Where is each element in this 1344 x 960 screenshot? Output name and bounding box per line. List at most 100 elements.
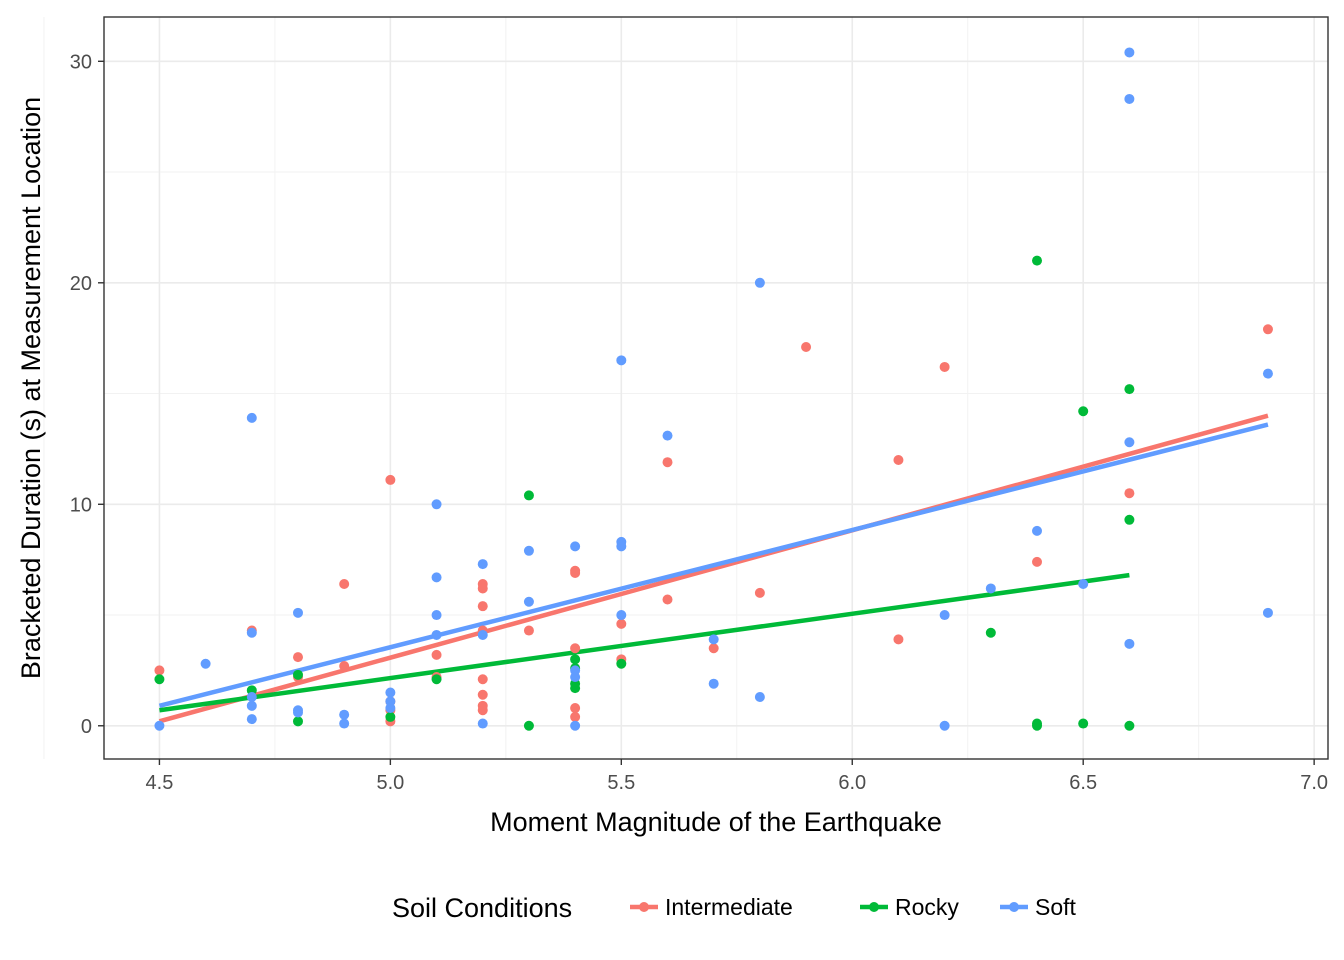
- legend-key-point-rocky: [869, 902, 879, 912]
- point-soft: [385, 703, 396, 714]
- point-intermediate: [570, 703, 581, 714]
- x-tick-label: 5.0: [376, 772, 404, 794]
- point-soft: [477, 629, 488, 640]
- point-soft: [662, 430, 673, 441]
- point-intermediate: [893, 634, 904, 645]
- point-soft: [570, 541, 581, 552]
- legend-label-rocky: Rocky: [895, 894, 959, 920]
- point-soft: [246, 691, 257, 702]
- point-soft: [292, 707, 303, 718]
- point-intermediate: [939, 361, 950, 372]
- point-soft: [1124, 437, 1135, 448]
- point-rocky: [1124, 384, 1135, 395]
- x-tick-label: 6.5: [1069, 772, 1097, 794]
- point-intermediate: [477, 689, 488, 700]
- point-rocky: [1078, 718, 1089, 729]
- point-soft: [616, 355, 627, 366]
- point-soft: [939, 720, 950, 731]
- point-intermediate: [1032, 556, 1043, 567]
- point-intermediate: [154, 665, 165, 676]
- data-points: [154, 47, 1273, 731]
- legend-items: Intermediate Rocky Soft: [630, 894, 1077, 920]
- point-soft: [431, 572, 442, 583]
- point-rocky: [1124, 514, 1135, 525]
- point-soft: [1124, 47, 1135, 58]
- point-intermediate: [477, 705, 488, 716]
- point-intermediate: [523, 625, 534, 636]
- y-tick-label: 0: [81, 716, 92, 738]
- point-soft: [939, 610, 950, 621]
- point-intermediate: [477, 674, 488, 685]
- point-intermediate: [893, 454, 904, 465]
- point-intermediate: [570, 567, 581, 578]
- point-intermediate: [431, 649, 442, 660]
- point-intermediate: [662, 457, 673, 468]
- point-soft: [1032, 525, 1043, 536]
- point-intermediate: [477, 601, 488, 612]
- y-tick-label: 20: [70, 273, 92, 295]
- point-rocky: [570, 654, 581, 665]
- point-soft: [754, 277, 765, 288]
- point-soft: [246, 714, 257, 725]
- x-tick-label: 7.0: [1300, 772, 1328, 794]
- point-rocky: [1078, 406, 1089, 417]
- y-tick-label: 10: [70, 494, 92, 516]
- legend-label-intermediate: Intermediate: [665, 894, 793, 920]
- point-soft: [523, 545, 534, 556]
- point-rocky: [154, 674, 165, 685]
- point-soft: [477, 559, 488, 570]
- point-rocky: [292, 716, 303, 727]
- point-rocky: [523, 720, 534, 731]
- point-intermediate: [1262, 324, 1273, 335]
- point-soft: [246, 412, 257, 423]
- x-tick-label: 6.0: [838, 772, 866, 794]
- point-soft: [339, 709, 350, 720]
- point-soft: [708, 678, 719, 689]
- legend-key-point-soft: [1009, 902, 1019, 912]
- point-soft: [200, 658, 211, 669]
- point-soft: [616, 541, 627, 552]
- point-intermediate: [754, 587, 765, 598]
- point-soft: [1262, 607, 1273, 618]
- point-intermediate: [616, 618, 627, 629]
- point-soft: [339, 718, 350, 729]
- grid: [43, 17, 1328, 759]
- x-tick-label: 4.5: [146, 772, 174, 794]
- point-soft: [431, 629, 442, 640]
- point-soft: [385, 687, 396, 698]
- point-rocky: [985, 627, 996, 638]
- point-soft: [1078, 579, 1089, 590]
- trend-line-soft: [158, 422, 1269, 709]
- legend-label-soft: Soft: [1035, 894, 1077, 920]
- point-intermediate: [292, 652, 303, 663]
- y-tick-label: 30: [70, 51, 92, 73]
- point-intermediate: [1124, 488, 1135, 499]
- point-intermediate: [708, 643, 719, 654]
- point-intermediate: [477, 583, 488, 594]
- axes: 4.5 5.0 5.5 6.0 6.5 7.0 0 10 20 30: [70, 51, 1328, 794]
- point-rocky: [616, 658, 627, 669]
- legend-key-point-intermediate: [639, 902, 649, 912]
- point-rocky: [1032, 255, 1043, 266]
- point-soft: [1124, 638, 1135, 649]
- point-soft: [431, 610, 442, 621]
- point-soft: [985, 583, 996, 594]
- point-soft: [246, 627, 257, 638]
- point-soft: [1262, 368, 1273, 379]
- point-rocky: [385, 711, 396, 722]
- point-soft: [1124, 93, 1135, 104]
- point-intermediate: [339, 579, 350, 590]
- point-rocky: [1032, 720, 1043, 731]
- point-soft: [754, 691, 765, 702]
- point-rocky: [523, 490, 534, 501]
- point-intermediate: [339, 660, 350, 671]
- plot-border: [103, 16, 1329, 760]
- point-soft: [292, 607, 303, 618]
- point-intermediate: [801, 342, 812, 353]
- point-soft: [570, 720, 581, 731]
- trend-line-rocky: [159, 572, 1130, 713]
- legend-title: Soil Conditions: [392, 893, 572, 923]
- point-soft: [570, 672, 581, 683]
- point-soft: [477, 718, 488, 729]
- point-rocky: [570, 683, 581, 694]
